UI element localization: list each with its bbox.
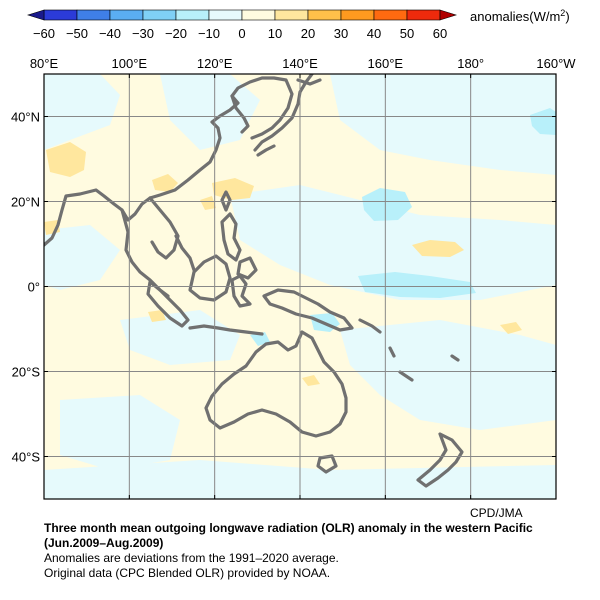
colorbar-tick-label: −40 <box>99 26 121 41</box>
colorbar-cell <box>43 9 78 21</box>
positive-anomaly-regions <box>44 142 522 386</box>
colorbar-cell <box>307 9 342 21</box>
colorbar-max-arrow <box>439 9 458 21</box>
colorbar-cell <box>373 9 408 21</box>
colorbar-tick-label: 10 <box>268 26 282 41</box>
latitude-label: 40°S <box>12 450 41 465</box>
colorbar-tick-label: −50 <box>66 26 88 41</box>
latitude-label: 40°N <box>11 110 40 125</box>
colorbar-cells <box>26 9 458 21</box>
colorbar-cell <box>208 9 243 21</box>
longitude-label: 120°E <box>197 56 233 71</box>
latitude-labels: 40°N 20°N 0° 20°S 40°S <box>11 110 40 465</box>
colorbar-cell <box>109 9 144 21</box>
colorbar-tick-label: 40 <box>367 26 381 41</box>
colorbar-tick-label: 50 <box>400 26 414 41</box>
colorbar-tick-label: −30 <box>132 26 154 41</box>
colorbar-cell <box>406 9 441 21</box>
colorbar-cell <box>142 9 177 21</box>
caption-period: (Jun.2009–Aug.2009) <box>44 536 164 550</box>
longitude-label: 100°E <box>112 56 148 71</box>
longitude-label: 160°E <box>368 56 404 71</box>
colorbar-tick-label: −10 <box>198 26 220 41</box>
colorbar-cell <box>175 9 210 21</box>
longitude-label: 80°E <box>30 56 59 71</box>
map-frame <box>43 73 557 500</box>
strong-negative-anomaly-regions <box>250 108 556 346</box>
caption-note: Anomalies are deviations from the 1991–2… <box>44 551 339 565</box>
colorbar-tick-label: −20 <box>165 26 187 41</box>
latitude-label: 0° <box>28 280 40 295</box>
credit-label: CPD/JMA <box>470 506 523 520</box>
caption-title: Three month mean outgoing longwave radia… <box>44 521 533 535</box>
colorbar-legend: −60 −50 −40 −30 −20 −10 0 10 20 30 40 50 60 anomalie… <box>26 8 570 41</box>
colorbar-cell <box>340 9 375 21</box>
colorbar-cell <box>274 9 309 21</box>
colorbar-cell <box>241 9 276 21</box>
longitude-labels: 80°E 100°E 120°E 140°E 160°E 180° 160°W <box>30 56 576 71</box>
colorbar-tick-label: −60 <box>33 26 55 41</box>
map-caption: Three month mean outgoing longwave radia… <box>44 521 594 581</box>
graticule <box>43 74 557 499</box>
colorbar-cell <box>76 9 111 21</box>
longitude-label: 140°E <box>282 56 318 71</box>
colorbar-tick-label: 60 <box>433 26 447 41</box>
longitude-label: 180° <box>457 56 484 71</box>
colorbar-tick-label: 30 <box>334 26 348 41</box>
latitude-label: 20°N <box>11 195 40 210</box>
colorbar-min-arrow <box>26 9 45 21</box>
longitude-label: 160°W <box>536 56 576 71</box>
colorbar-tick-label: 20 <box>301 26 315 41</box>
colorbar-tick-labels: −60 −50 −40 −30 −20 −10 0 10 20 30 40 50 60 <box>33 26 447 41</box>
coastlines <box>44 74 464 488</box>
olr-anomaly-map: 80°E 100°E 120°E 140°E 160°E 180° 160°W 40°N 20… <box>11 56 576 500</box>
colorbar-unit-label: anomalies(W/m2) <box>470 8 570 24</box>
colorbar-tick-label: 0 <box>238 26 245 41</box>
caption-source: Original data (CPC Blended OLR) provided… <box>44 566 331 580</box>
latitude-label: 20°S <box>12 365 41 380</box>
